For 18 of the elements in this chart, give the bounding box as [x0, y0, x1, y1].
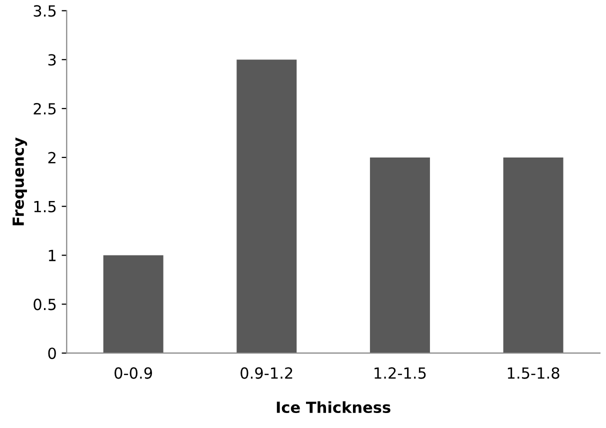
- x-tick-label: 1.2-1.5: [374, 367, 426, 379]
- x-axis-title: Ice Thickness: [276, 401, 390, 414]
- y-tick-label: 2: [48, 152, 56, 164]
- y-tick-label: 2.5: [34, 102, 56, 115]
- x-tick-label: 1.5-1.8: [508, 367, 560, 379]
- x-tick-label: 0-0.9: [114, 367, 152, 379]
- y-tick-label: 1: [48, 250, 56, 262]
- y-tick-label: 3.5: [34, 5, 56, 17]
- x-tick-label: 0.9-1.2: [240, 367, 292, 379]
- bar: [103, 255, 164, 354]
- bar: [236, 60, 297, 354]
- bar: [503, 157, 564, 354]
- bar: [370, 157, 430, 354]
- y-tick-label: 0.5: [34, 298, 56, 310]
- y-axis-title: Frequency: [12, 137, 28, 226]
- y-tick-label: 1.5: [34, 201, 56, 212]
- y-tick-label: 0: [48, 348, 56, 360]
- y-tick-label: 3: [48, 54, 56, 66]
